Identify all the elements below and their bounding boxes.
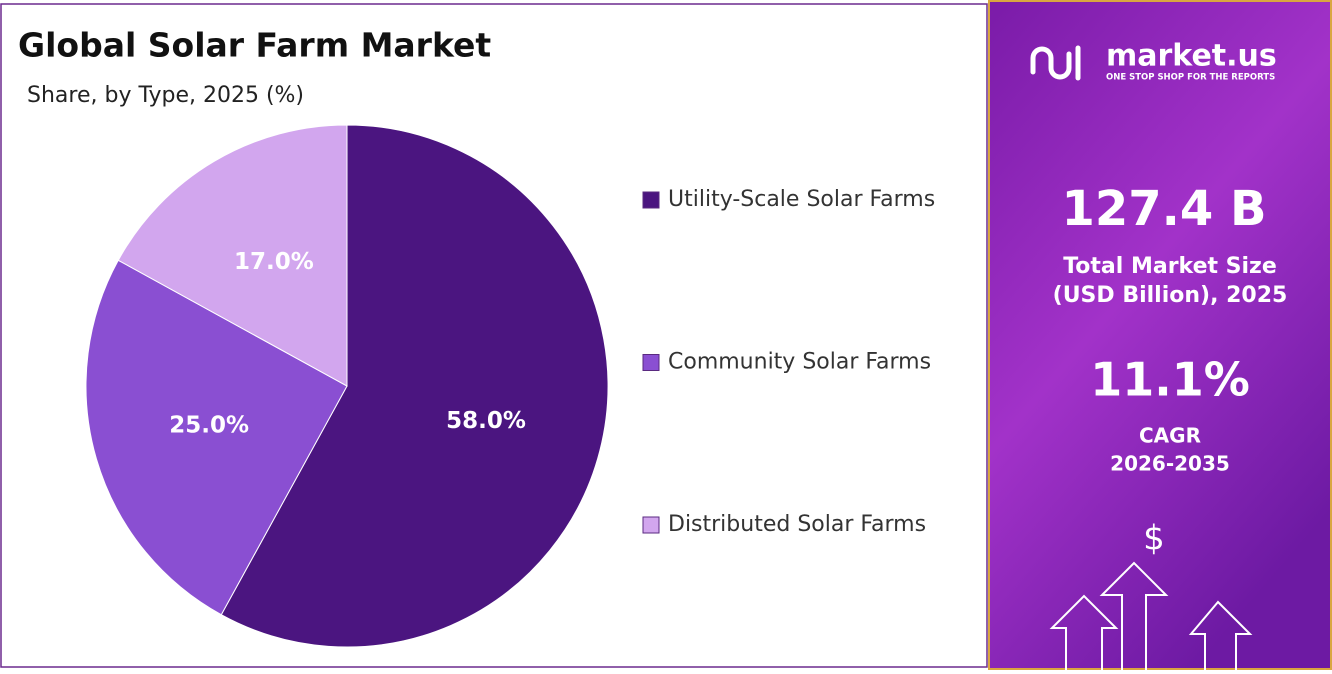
pie-slice xyxy=(117,124,348,387)
pie-slice xyxy=(85,259,348,616)
legend-label: Utility-Scale Solar Farms xyxy=(668,187,935,212)
pie: 58.0% 25.0% 17.0% xyxy=(85,124,609,648)
legend: Utility-Scale Solar Farms Community Solar… xyxy=(642,187,935,537)
arrows-decoration xyxy=(1049,561,1253,670)
legend-swatch xyxy=(642,516,660,534)
brand-logo xyxy=(1030,45,1081,81)
legend-swatch xyxy=(642,354,660,371)
dollar-icon: $ xyxy=(1143,519,1165,559)
legend-label: Distributed Solar Farms xyxy=(668,512,926,537)
market-size-label: Total Market Size xyxy=(1063,254,1277,279)
market-size: 127.4 B xyxy=(1061,181,1266,237)
cagr-label: CAGR xyxy=(1139,424,1201,448)
legend-label: Community Solar Farms xyxy=(668,350,931,375)
market-size-label: (USD Billion), 2025 xyxy=(1053,283,1288,308)
brand-name: market.us xyxy=(1106,39,1277,74)
chart-title: Global Solar Farm Market xyxy=(18,26,491,65)
data-label: 17.0% xyxy=(234,249,314,275)
data-label: 25.0% xyxy=(169,413,249,439)
chart-subtitle: Share, by Type, 2025 (%) xyxy=(27,83,304,108)
panel-border xyxy=(988,0,1332,670)
legend-swatch xyxy=(642,191,660,209)
info-panel xyxy=(988,0,1332,670)
cagr-period: 2026-2035 xyxy=(1110,452,1230,476)
brand-tagline: ONE STOP SHOP FOR THE REPORTS xyxy=(1106,73,1275,83)
pie-slice xyxy=(220,124,609,648)
cagr-value: 11.1% xyxy=(1090,353,1250,407)
data-label: 58.0% xyxy=(446,408,526,434)
